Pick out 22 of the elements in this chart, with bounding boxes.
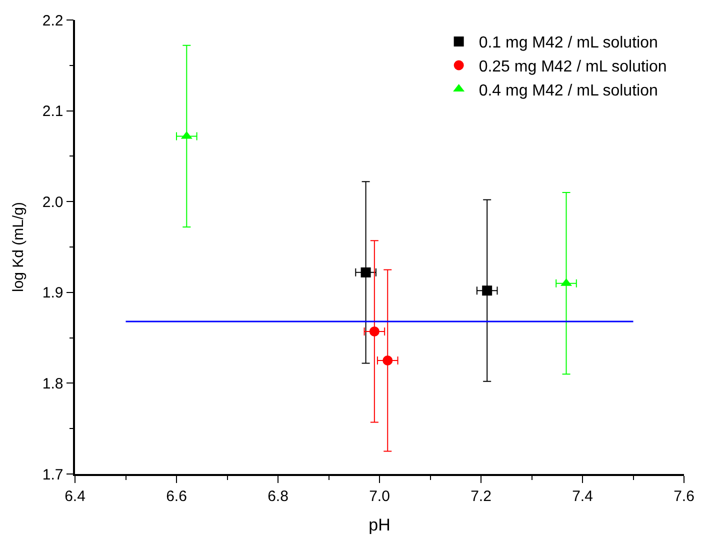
x-tick-label: 7.0	[369, 488, 390, 505]
y-tick-label: 2.2	[42, 12, 64, 30]
x-tick-label: 6.6	[166, 488, 187, 505]
legend-label: 0.1 mg M42 / mL solution	[478, 34, 658, 52]
point	[360, 267, 371, 278]
y-tick-label: 1.8	[42, 375, 64, 392]
x-tick-label: 7.2	[470, 488, 492, 505]
point	[369, 326, 380, 336]
y-tick-label: 1.7	[42, 466, 64, 484]
point	[482, 286, 492, 296]
x-tick-label: 7.6	[674, 488, 694, 505]
y-tick-label: 2.1	[42, 103, 64, 120]
x-tick-label: 6.8	[268, 488, 288, 505]
y-axis-title: log Kd (mL/g)	[10, 202, 28, 292]
y-tick-label: 2.0	[42, 194, 64, 211]
legend-label: 0.4 mg M42 / mL solution	[478, 82, 658, 100]
x-tick-label: 6.4	[64, 488, 86, 505]
x-axis-title: pH	[368, 516, 390, 535]
x-tick-label: 7.4	[572, 488, 593, 505]
legend-label: 0.25 mg M42 / mL solution	[478, 58, 667, 76]
point	[382, 356, 393, 366]
y-tick-label: 1.9	[42, 284, 64, 302]
